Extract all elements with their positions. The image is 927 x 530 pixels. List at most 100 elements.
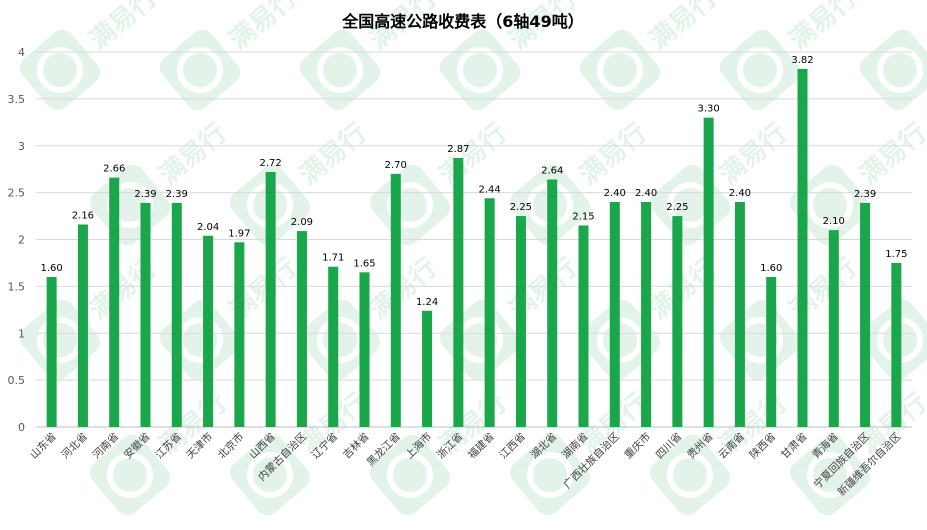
watermark-logo-ring [597,317,643,363]
y-tick-label: 3.5 [8,93,26,106]
y-tick-label: 2 [18,234,25,247]
watermark-logo-icon [789,434,871,516]
data-label: 1.60 [760,263,782,274]
data-label: 1.65 [353,258,375,269]
data-label: 3.82 [791,55,813,66]
data-label: 2.87 [447,144,469,155]
watermark-logo-ring [667,452,713,498]
x-tick-label: 山东省 [27,430,58,461]
bar [515,216,526,427]
watermark-logo-icon [579,29,661,111]
bar [891,262,902,427]
chart-title: 全国高速公路收费表（6轴49吨） [341,12,583,31]
x-tick-label: 吉林省 [340,430,371,461]
watermark-logo-ring [177,47,223,93]
watermark-logo-icon [369,164,451,246]
watermark-text: 满易行 [923,0,927,56]
watermark-text: 满易行 [783,252,863,326]
bar [265,172,276,427]
bar [296,231,307,427]
data-label: 2.66 [103,164,125,175]
data-label: 3.30 [698,104,720,115]
watermark-logo-ring [317,47,363,93]
watermark-logo-ring [807,452,853,498]
watermark-logo-icon [229,434,311,516]
y-tick-label: 4 [18,46,25,59]
bar [860,202,871,427]
watermark-logo-icon [439,29,521,111]
bars [46,68,902,427]
watermark-logo-icon [579,299,661,381]
watermark-text: 满易行 [713,117,793,191]
watermark-logo-ring [877,317,923,363]
watermark-text: 满易行 [293,117,373,191]
data-label: 2.25 [510,202,532,213]
bar [453,157,464,427]
watermark-tile: 满易行 [19,0,163,111]
bar [203,235,214,427]
data-label: 2.16 [72,211,94,222]
data-label: 2.15 [572,211,594,222]
y-tick-label: 0 [18,421,25,434]
watermark-logo-icon [649,434,731,516]
bar [77,224,88,427]
bar [672,216,683,427]
watermark-logo-icon [89,434,171,516]
watermark-text: 满易行 [853,117,927,191]
watermark-logo-icon [369,434,451,516]
bar [641,202,652,427]
bar [109,177,120,427]
watermark-text: 满易行 [153,117,233,191]
watermark-tile: 满易行 [649,117,793,246]
bar [609,202,620,427]
data-label: 2.39 [166,189,188,200]
bar [766,277,777,427]
x-tick-label: 重庆市 [622,430,653,461]
watermark-text: 满易行 [783,0,863,56]
y-tick-label: 3 [18,140,25,153]
watermark-logo-ring [387,452,433,498]
data-label: 1.75 [885,249,907,260]
data-label: 2.72 [260,158,282,169]
watermark-logo-ring [317,317,363,363]
bar [828,230,839,427]
watermark-logo-ring [247,452,293,498]
x-tick-label: 北京市 [215,430,246,461]
watermark-text: 满易行 [83,0,163,56]
bar [734,202,745,427]
data-label: 1.60 [41,263,63,274]
data-label: 1.24 [416,297,438,308]
data-labels: 1.60 2.16 2.66 2.39 2.39 2.04 1.97 2.72 2.09 1.71… [41,55,908,308]
watermark-logo-icon [509,434,591,516]
y-tick-label: 1 [18,327,25,340]
watermark-text: 满易行 [503,252,583,326]
data-label: 1.71 [322,253,344,264]
watermark-text: 满易行 [433,117,513,191]
watermark-logo-icon [859,29,927,111]
watermark-logo-icon [789,164,871,246]
watermark-tile: 满易行 [579,0,723,111]
data-label: 2.04 [197,222,219,233]
data-label: 1.97 [228,228,250,239]
data-label: 2.39 [134,189,156,200]
bar [484,198,495,427]
watermark-text: 满易行 [923,252,927,326]
bar [46,277,57,427]
bar [171,202,182,427]
bar [578,225,589,427]
bar [390,173,401,427]
y-tick-label: 0.5 [8,374,26,387]
data-label: 2.25 [666,202,688,213]
watermark-logo-ring [597,47,643,93]
x-tick-label: 河北省 [59,430,90,461]
bar [703,117,714,427]
data-label: 2.70 [385,160,407,171]
data-label: 2.09 [291,217,313,228]
watermark-logo-icon [159,29,241,111]
watermark-text: 满易行 [83,252,163,326]
watermark-logo-ring [457,47,503,93]
data-label: 2.40 [604,188,626,199]
y-axis-ticks: 0 0.5 1 1.5 2 2.5 3 3.5 4 [8,46,26,434]
